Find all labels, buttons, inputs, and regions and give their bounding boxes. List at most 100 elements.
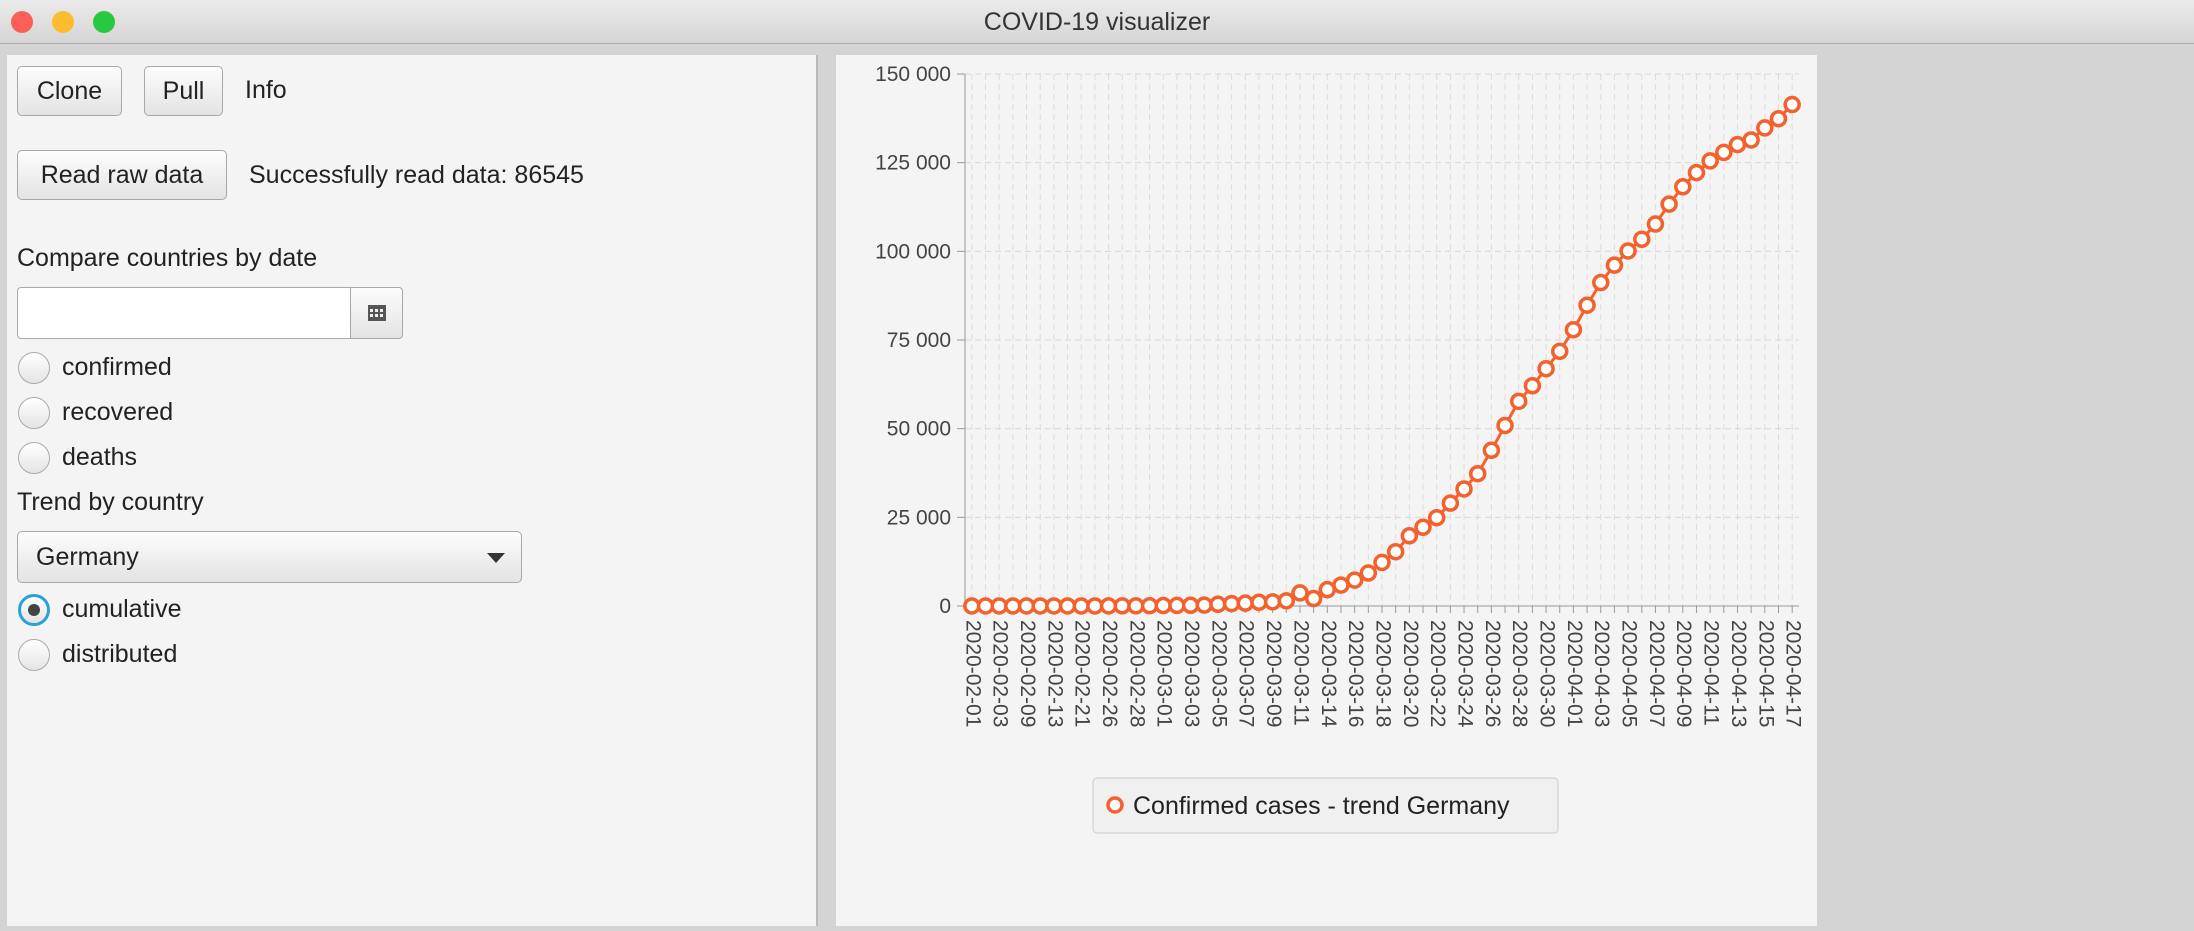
chart: 0 25 000 50 000 75 000 100 000 125 000 150 000… bbox=[875, 63, 1805, 834]
status-label: Successfully read data: 86545 bbox=[249, 161, 584, 189]
data-point bbox=[1496, 416, 1514, 435]
data-point bbox=[1701, 152, 1719, 170]
data-point bbox=[1113, 597, 1131, 615]
x-tick-label: 2020-03-24 bbox=[1453, 620, 1476, 728]
x-tick-label: 2020-04-09 bbox=[1672, 620, 1695, 727]
radio[interactable] bbox=[18, 352, 50, 384]
data-point bbox=[963, 597, 981, 615]
x-tick-label: 2020-03-09 bbox=[1262, 620, 1285, 727]
data-point bbox=[1468, 464, 1487, 483]
read-button[interactable]: Read raw data bbox=[17, 150, 227, 200]
x-tick-label: 2020-03-28 bbox=[1508, 620, 1531, 727]
y-tick-label: 75 000 bbox=[887, 329, 951, 352]
x-tick-label: 2020-04-15 bbox=[1754, 620, 1777, 727]
data-point bbox=[1414, 518, 1432, 537]
data-point bbox=[1674, 178, 1692, 196]
title-bar: COVID-19 visualizer bbox=[0, 0, 2194, 44]
data-point bbox=[1728, 135, 1747, 154]
date-field[interactable] bbox=[17, 287, 353, 339]
data-point bbox=[1427, 508, 1446, 527]
data-point bbox=[1742, 131, 1760, 149]
data-point bbox=[1482, 441, 1501, 460]
x-tick-label: 2020-04-05 bbox=[1618, 620, 1641, 727]
data-point bbox=[1209, 595, 1227, 614]
y-tick-label: 150 000 bbox=[875, 63, 951, 86]
x-tick-label: 2020-02-28 bbox=[1125, 620, 1148, 727]
data-point bbox=[1181, 596, 1200, 615]
data-point bbox=[1154, 596, 1172, 615]
data-point bbox=[1646, 215, 1665, 233]
chart-panel: 0 25 000 50 000 75 000 100 000 125 000 150 000… bbox=[836, 55, 1817, 926]
y-tick-label: 25 000 bbox=[887, 506, 951, 529]
y-tick-label: 50 000 bbox=[887, 418, 951, 441]
date-picker-button[interactable] bbox=[350, 287, 403, 339]
calendar-icon bbox=[367, 305, 386, 321]
control-panel: Clone Pull Info Read raw data Successful… bbox=[7, 55, 818, 926]
combo-arrow bbox=[487, 553, 505, 563]
y-tick-label: 125 000 bbox=[875, 152, 951, 175]
data-point bbox=[1222, 594, 1241, 613]
data-point bbox=[1769, 109, 1788, 128]
x-tick-label: 2020-03-01 bbox=[1153, 620, 1176, 727]
radio-label: confirmed bbox=[62, 353, 172, 381]
x-tick-label: 2020-04-01 bbox=[1563, 620, 1586, 727]
data-point bbox=[1168, 596, 1186, 615]
data-point bbox=[1291, 584, 1309, 602]
data-point bbox=[1359, 564, 1378, 582]
radio-label: distributed bbox=[62, 640, 178, 668]
data-point bbox=[1373, 553, 1391, 572]
close-button[interactable] bbox=[11, 11, 33, 33]
zoom-button[interactable] bbox=[93, 11, 115, 33]
x-tick-label: 2020-02-09 bbox=[1016, 620, 1039, 727]
country-combo[interactable]: Germany bbox=[17, 531, 522, 583]
x-tick-label: 2020-04-03 bbox=[1590, 620, 1613, 727]
data-point bbox=[1099, 597, 1118, 615]
radio[interactable] bbox=[18, 442, 50, 474]
data-point bbox=[1564, 320, 1583, 339]
data-point bbox=[1031, 597, 1049, 615]
radio[interactable] bbox=[18, 594, 50, 626]
data-point bbox=[1127, 597, 1145, 615]
data-point bbox=[1633, 230, 1651, 249]
data-point bbox=[1332, 576, 1350, 594]
x-tick-label: 2020-03-26 bbox=[1481, 620, 1504, 727]
legend-marker bbox=[1106, 796, 1124, 814]
radio[interactable] bbox=[18, 639, 50, 671]
clone-button[interactable]: Clone bbox=[17, 66, 122, 116]
data-point bbox=[1004, 597, 1022, 615]
data-point bbox=[1715, 143, 1733, 162]
info-label: Info bbox=[245, 76, 287, 104]
pull-button[interactable]: Pull bbox=[144, 66, 223, 116]
legend-box bbox=[1092, 777, 1559, 834]
x-tick-label: 2020-03-22 bbox=[1426, 620, 1449, 727]
radio-label: cumulative bbox=[62, 595, 182, 623]
data-point bbox=[1441, 494, 1460, 512]
x-tick-label: 2020-03-14 bbox=[1317, 620, 1340, 728]
radio[interactable] bbox=[18, 397, 50, 429]
data-point bbox=[1345, 571, 1364, 589]
x-tick-label: 2020-03-03 bbox=[1180, 620, 1203, 727]
x-tick-label: 2020-04-11 bbox=[1700, 620, 1723, 726]
x-tick-label: 2020-04-17 bbox=[1782, 620, 1805, 727]
x-tick-label: 2020-03-11 bbox=[1289, 620, 1312, 726]
minimize-button[interactable] bbox=[52, 11, 74, 33]
data-point bbox=[1058, 597, 1077, 615]
x-tick-label: 2020-03-18 bbox=[1371, 620, 1394, 727]
x-tick-label: 2020-04-13 bbox=[1727, 620, 1750, 727]
data-point bbox=[1687, 163, 1706, 182]
data-point bbox=[1550, 342, 1569, 361]
data-point bbox=[1578, 296, 1596, 314]
legend-label: Confirmed cases - trend Germany bbox=[1133, 792, 1510, 820]
combo-value: Germany bbox=[36, 542, 139, 571]
data-point bbox=[1523, 377, 1542, 395]
data-point bbox=[1756, 119, 1774, 137]
x-tick-label: 2020-02-21 bbox=[1071, 620, 1094, 727]
x-tick-label: 2020-03-30 bbox=[1536, 620, 1559, 727]
data-point bbox=[1304, 589, 1323, 608]
data-point bbox=[1660, 195, 1678, 213]
radio-label: recovered bbox=[62, 398, 174, 426]
x-tick-label: 2020-02-26 bbox=[1098, 620, 1121, 727]
data-point bbox=[1509, 392, 1528, 411]
data-point bbox=[976, 597, 995, 615]
